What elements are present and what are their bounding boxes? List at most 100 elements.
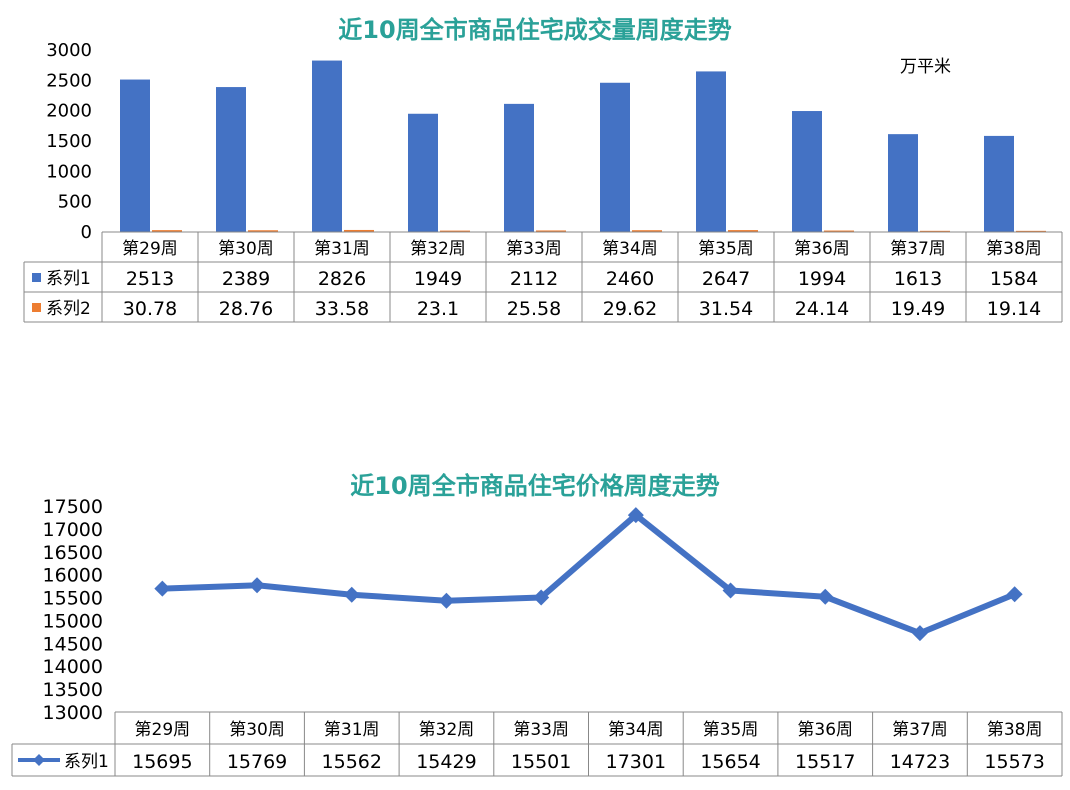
category-label: 第30周	[229, 720, 285, 740]
y-tick-label: 15500	[43, 588, 103, 610]
y-tick-label: 16500	[43, 542, 103, 564]
price-point-第33周	[533, 589, 550, 606]
bar-系列1-第29周	[120, 79, 150, 232]
price-point-第31周	[343, 586, 360, 603]
bar-系列2-第35周	[728, 230, 758, 232]
volume-unit-label: 万平米	[900, 57, 951, 77]
category-label: 第32周	[410, 239, 466, 259]
data-label-系列1: 2826	[318, 268, 366, 290]
data-label-price: 15501	[511, 751, 571, 773]
category-label: 第29周	[122, 239, 178, 259]
data-label-系列2: 19.49	[891, 298, 945, 320]
bar-系列1-第32周	[408, 113, 438, 232]
y-tick-label: 1500	[46, 131, 92, 152]
data-label-系列2: 28.76	[219, 298, 273, 320]
bar-系列1-第35周	[696, 71, 726, 232]
price-line-chart: 1300013500140001450015000155001600016500…	[11, 496, 1063, 777]
y-tick-label: 0	[81, 222, 92, 243]
category-label: 第36周	[797, 720, 853, 740]
volume-chart-panel: 近10周全市商品住宅成交量周度走势 万平米 0 500 1000 1500 2000 25…	[0, 0, 1070, 340]
data-label-系列1: 2112	[510, 268, 558, 290]
data-label-系列2: 31.54	[699, 298, 753, 320]
bar-系列1-第37周	[888, 134, 918, 232]
data-label-price: 14723	[890, 751, 950, 773]
bar-系列2-第30周	[248, 230, 278, 232]
y-tick-label: 500	[58, 192, 92, 213]
legend-key-系列2	[32, 303, 41, 312]
category-label: 第30周	[218, 239, 274, 259]
data-label-系列1: 2460	[606, 268, 654, 290]
category-label: 第38周	[987, 720, 1043, 740]
y-tick-label: 17000	[43, 519, 103, 541]
bar-系列2-第33周	[536, 230, 566, 232]
y-tick-label: 3000	[46, 40, 92, 61]
y-tick-label: 14500	[43, 633, 103, 655]
category-label: 第37周	[892, 720, 948, 740]
y-tick-label: 17500	[43, 496, 103, 518]
price-point-第37周	[911, 625, 928, 642]
category-label: 第35周	[698, 239, 754, 259]
category-label: 第29周	[135, 720, 191, 740]
data-label-系列2: 24.14	[795, 298, 849, 320]
data-label-系列2: 25.58	[507, 298, 561, 320]
bar-系列1-第33周	[504, 103, 534, 232]
price-point-第29周	[154, 580, 171, 597]
bar-系列2-第31周	[344, 229, 374, 232]
price-point-第36周	[817, 588, 834, 605]
price-chart-panel: 近10周全市商品住宅价格周度走势 13000 13500 14000 14500 150…	[0, 450, 1070, 790]
category-label: 第34周	[608, 720, 664, 740]
data-label-price: 15517	[795, 751, 855, 773]
category-label: 第33周	[513, 720, 569, 740]
data-label-系列1: 2389	[222, 268, 270, 290]
y-tick-label: 13000	[43, 702, 103, 724]
y-tick-label: 15000	[43, 610, 103, 632]
bar-系列2-第32周	[440, 230, 470, 232]
volume-bar-chart: 0 500 1000 1500 2000 2500 3000 第29周 第30周 第31周 第32周…	[23, 40, 1063, 323]
bar-系列1-第36周	[792, 111, 822, 232]
category-label: 第36周	[794, 239, 850, 259]
category-label: 第34周	[602, 239, 658, 259]
price-point-第35周	[722, 582, 739, 599]
legend-label-系列1: 系列1	[64, 752, 109, 772]
data-label-系列1: 1584	[990, 268, 1038, 290]
price-point-第30周	[249, 577, 266, 594]
y-tick-label: 2000	[46, 101, 92, 122]
bar-系列2-第34周	[632, 230, 662, 232]
data-label-系列2: 23.1	[417, 298, 459, 320]
category-label: 第38周	[986, 239, 1042, 259]
price-series-line	[162, 512, 1016, 637]
data-label-系列1: 1613	[894, 268, 942, 290]
data-label-系列2: 33.58	[315, 298, 369, 320]
y-tick-label: 2500	[46, 70, 92, 91]
data-label-price: 17301	[606, 751, 666, 773]
data-label-系列2: 19.14	[987, 298, 1041, 320]
y-tick-label: 1000	[46, 161, 92, 182]
bar-系列1-第30周	[216, 87, 246, 232]
data-label-系列1: 1994	[798, 268, 846, 290]
price-point-第32周	[438, 592, 455, 609]
legend-label-系列2: 系列2	[46, 299, 91, 319]
y-tick-label: 16000	[43, 565, 103, 587]
price-point-第38周	[1006, 586, 1023, 603]
data-label-系列1: 1949	[414, 268, 462, 290]
data-label-系列1: 2647	[702, 268, 750, 290]
category-label: 第31周	[314, 239, 370, 259]
data-label-price: 15573	[984, 751, 1044, 773]
data-label-price: 15429	[416, 751, 476, 773]
data-label-price: 15562	[322, 751, 382, 773]
legend-key-marker	[33, 754, 45, 766]
bar-系列2-第29周	[152, 230, 182, 232]
bar-系列1-第34周	[600, 82, 630, 232]
data-label-price: 15695	[132, 751, 192, 773]
data-label-系列2: 30.78	[123, 298, 177, 320]
category-label: 第32周	[419, 720, 475, 740]
data-label-price: 15654	[700, 751, 760, 773]
bar-系列2-第38周	[1016, 230, 1046, 232]
volume-chart-title: 近10周全市商品住宅成交量周度走势	[338, 16, 732, 44]
bar-系列2-第36周	[824, 230, 854, 232]
bar-系列1-第38周	[984, 135, 1014, 232]
category-label: 第33周	[506, 239, 562, 259]
price-chart-title: 近10周全市商品住宅价格周度走势	[350, 472, 720, 500]
category-label: 第35周	[703, 720, 759, 740]
legend-key-系列1	[32, 273, 41, 282]
